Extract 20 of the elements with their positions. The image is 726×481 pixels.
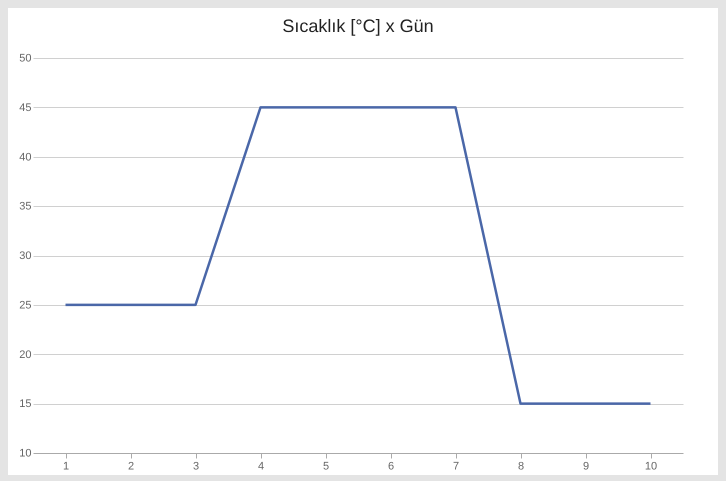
- y-tick-label: 40: [19, 151, 32, 164]
- y-tick-label: 45: [19, 102, 32, 114]
- y-tick-label: 50: [19, 52, 32, 64]
- x-tick-label: 6: [388, 460, 394, 472]
- x-tick-label: 1: [62, 460, 70, 472]
- y-tick-label: 30: [19, 250, 32, 262]
- x-tick-label: 3: [192, 460, 200, 472]
- x-tick-label: 5: [322, 460, 330, 472]
- y-tick-label: 20: [19, 348, 32, 361]
- y-tick-label: 10: [19, 448, 32, 460]
- x-tick-label: 2: [128, 460, 134, 472]
- y-tick-label: 35: [19, 200, 32, 213]
- chart-title: Sıcaklık [°C] x Gün: [282, 16, 434, 36]
- y-tick-label: 25: [19, 299, 32, 312]
- x-tick-label: 4: [258, 460, 264, 472]
- x-tick-label: 8: [518, 460, 524, 472]
- x-tick-label: 9: [582, 460, 590, 472]
- x-tick-label: 7: [452, 460, 460, 472]
- y-tick-label: 15: [19, 398, 32, 410]
- x-tick-label: 10: [644, 460, 658, 472]
